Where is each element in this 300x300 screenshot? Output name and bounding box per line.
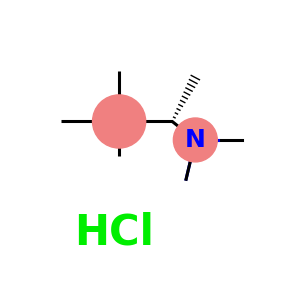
Circle shape	[173, 118, 217, 162]
Text: HCl: HCl	[74, 211, 154, 253]
Circle shape	[92, 95, 146, 148]
Text: N: N	[185, 128, 206, 152]
